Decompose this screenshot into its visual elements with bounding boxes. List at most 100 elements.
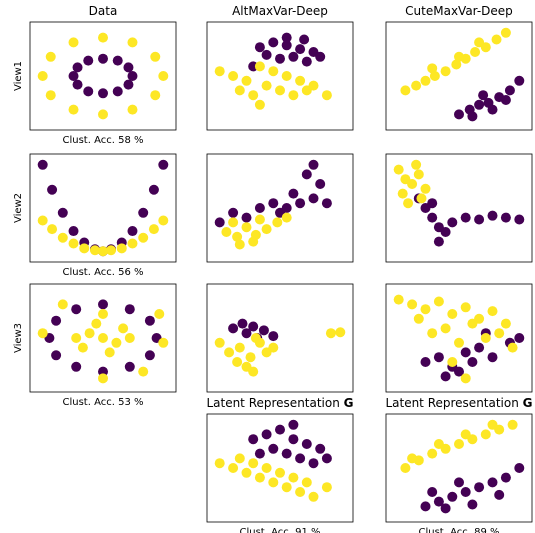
point xyxy=(288,472,299,483)
point xyxy=(454,439,464,449)
point xyxy=(295,44,306,55)
point xyxy=(254,472,265,483)
point xyxy=(254,61,265,72)
plot-frame xyxy=(206,153,354,263)
point xyxy=(315,179,326,189)
point xyxy=(420,75,431,86)
point xyxy=(51,315,62,326)
point xyxy=(123,79,134,90)
point xyxy=(454,477,464,488)
panel-title: Latent Representation G xyxy=(206,396,353,410)
point xyxy=(112,55,123,66)
point xyxy=(234,453,245,464)
plot-frame xyxy=(385,283,533,393)
point xyxy=(407,299,418,310)
point xyxy=(106,245,117,256)
point xyxy=(295,453,306,464)
point xyxy=(315,51,326,62)
point xyxy=(299,34,310,45)
point xyxy=(89,245,100,256)
point xyxy=(228,463,239,473)
point xyxy=(112,86,123,97)
point xyxy=(427,487,438,497)
point xyxy=(487,352,498,363)
point xyxy=(474,99,485,110)
point xyxy=(248,236,259,247)
point xyxy=(258,325,269,336)
point xyxy=(37,159,48,170)
point xyxy=(281,32,292,43)
point xyxy=(245,352,256,363)
point xyxy=(98,309,108,319)
point xyxy=(451,59,462,70)
point xyxy=(127,71,138,81)
point xyxy=(144,350,155,361)
point xyxy=(433,296,444,307)
point xyxy=(514,463,525,473)
point xyxy=(487,477,498,488)
point xyxy=(275,85,285,96)
point xyxy=(288,419,299,430)
point xyxy=(295,75,306,86)
point xyxy=(254,214,265,225)
point xyxy=(429,71,440,81)
point xyxy=(234,85,245,96)
point xyxy=(71,361,82,372)
point xyxy=(98,246,108,257)
title-emphasis: G xyxy=(523,396,533,410)
point xyxy=(127,37,138,48)
caption: Clust. Acc. 53 % xyxy=(62,397,143,408)
point xyxy=(83,86,94,97)
point xyxy=(91,318,102,329)
point xyxy=(420,304,431,315)
plot-frame xyxy=(206,283,354,393)
point xyxy=(420,501,431,512)
point xyxy=(321,482,332,493)
point xyxy=(154,309,165,319)
point xyxy=(228,71,239,81)
point xyxy=(514,333,525,343)
point xyxy=(124,361,135,372)
point xyxy=(254,42,265,53)
point xyxy=(416,193,427,204)
point xyxy=(148,224,159,235)
point xyxy=(228,207,239,218)
point xyxy=(104,347,115,358)
point xyxy=(433,496,444,507)
point xyxy=(308,193,319,204)
point xyxy=(411,80,422,91)
point xyxy=(454,366,464,377)
point xyxy=(487,104,498,115)
point xyxy=(47,184,58,195)
plot-frame xyxy=(385,21,533,131)
point xyxy=(433,439,444,449)
point xyxy=(158,337,169,348)
plot-frame xyxy=(29,283,177,393)
row-label: View2 xyxy=(13,193,24,223)
point xyxy=(138,232,149,243)
point xyxy=(514,75,525,86)
point xyxy=(127,104,138,115)
point xyxy=(72,62,83,73)
point xyxy=(433,352,444,363)
point xyxy=(454,337,464,348)
point xyxy=(500,27,511,38)
point xyxy=(460,347,471,358)
point xyxy=(440,503,451,514)
title-text: Latent Representation xyxy=(206,396,339,410)
point xyxy=(407,179,418,189)
point xyxy=(148,184,159,195)
point xyxy=(268,443,279,454)
point xyxy=(275,467,285,478)
point xyxy=(487,419,498,430)
point xyxy=(281,40,292,51)
point xyxy=(57,299,68,310)
point xyxy=(321,453,332,464)
point xyxy=(268,342,279,353)
title-text: Latent Representation xyxy=(385,396,518,410)
point xyxy=(51,350,62,361)
point xyxy=(228,323,239,334)
point xyxy=(261,224,272,235)
point xyxy=(281,71,292,81)
point xyxy=(124,333,135,343)
